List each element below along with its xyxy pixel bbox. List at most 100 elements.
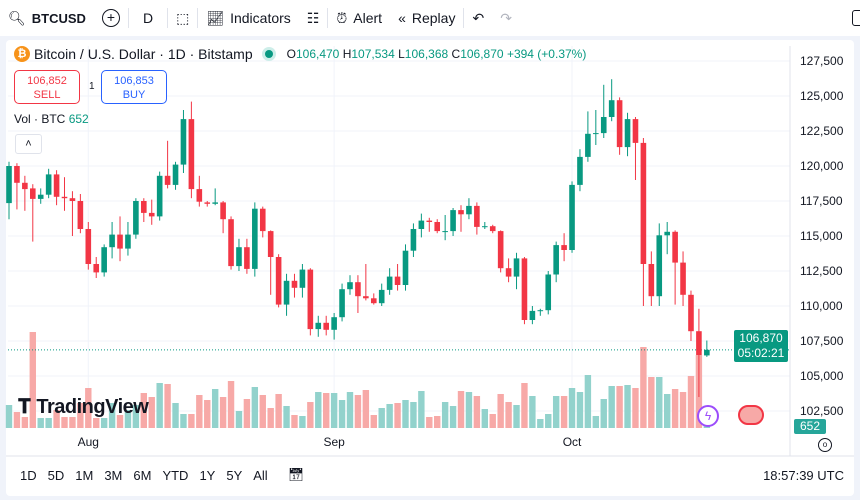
volume-bar — [85, 388, 92, 428]
time-tick-label: Sep — [323, 435, 345, 449]
clock[interactable]: 18:57:39 UTC — [763, 467, 844, 483]
volume-bar — [608, 386, 615, 428]
price-tick-label: 112,500 — [800, 264, 843, 278]
collapse-legend-button[interactable]: ˄ — [15, 134, 42, 154]
market-open-dot-icon — [264, 50, 273, 58]
ohlc-values: O106,470 H107,534 L106,368 C106,870 +394… — [286, 47, 587, 61]
layouts-button[interactable]: ☷ — [299, 0, 328, 36]
indicators-icon: 📈︎ — [206, 9, 225, 26]
interval-button[interactable]: D — [142, 10, 154, 26]
volume-bar — [140, 393, 148, 428]
volume-bar — [465, 392, 473, 428]
candle-body — [450, 210, 456, 232]
range-5d[interactable]: 5D — [47, 467, 65, 483]
date-range-calendar-icon[interactable]: 📅︎ — [287, 467, 305, 482]
symbol-search[interactable]: 🔍︎ BTCUSD — [8, 9, 86, 26]
range-5y[interactable]: 5Y — [226, 467, 243, 483]
volume-bar — [576, 392, 584, 428]
candle-body — [299, 269, 306, 288]
candle-body — [6, 165, 12, 204]
replay-button[interactable]: «Replay — [398, 10, 456, 26]
bitcoin-logo-icon: ₿ — [14, 46, 30, 62]
price-tick-label: 122,500 — [800, 124, 844, 138]
volume-bar — [156, 383, 163, 428]
range-ytd[interactable]: YTD — [162, 467, 189, 483]
volume-bar — [346, 392, 354, 428]
volume-bar — [656, 377, 663, 428]
range-1m[interactable]: 1M — [75, 467, 94, 483]
volume-bar — [5, 405, 13, 428]
range-1y[interactable]: 1Y — [199, 467, 216, 483]
volume-bar — [362, 390, 370, 428]
volume-bar — [418, 391, 425, 428]
candle-body — [29, 188, 36, 199]
candle-body — [125, 234, 131, 249]
volume-bar — [584, 375, 592, 428]
chart-type-button[interactable]: ⬚ — [168, 0, 197, 36]
candle-body — [370, 298, 377, 304]
candle-body — [585, 133, 591, 157]
volume-bar — [410, 402, 417, 428]
volume-bar — [53, 410, 60, 428]
divider — [127, 8, 129, 28]
candle-body — [14, 165, 20, 183]
symbol-legend: ₿ Bitcoin / U.S. Dollar · 1D · Bitstamp … — [14, 46, 586, 62]
price-tick-label: 105,000 — [800, 369, 844, 383]
candle-body — [521, 258, 528, 320]
volume-bar — [426, 417, 433, 428]
volume-bar — [315, 392, 322, 428]
candle-body — [180, 119, 187, 165]
volume-bar — [402, 400, 409, 428]
volume-bar — [219, 397, 227, 428]
candle-body — [236, 247, 242, 267]
price-tick-label: 125,000 — [800, 89, 844, 103]
volume-bar — [124, 410, 132, 428]
candle-body — [259, 208, 266, 232]
volume-bar — [505, 402, 512, 428]
us-economic-event-icon[interactable] — [738, 405, 764, 425]
alert-button[interactable]: ⏰︎ Alert — [336, 9, 383, 27]
candle-body — [331, 317, 337, 330]
candle-body — [664, 231, 670, 236]
candle-body — [529, 310, 536, 320]
volume-bar — [188, 414, 195, 428]
volume-bar — [529, 396, 536, 428]
volume-bar — [45, 418, 52, 428]
candle-body — [85, 228, 92, 264]
buy-button[interactable]: 106,853 BUY — [101, 70, 167, 104]
volume-bar — [449, 406, 457, 428]
volume-bar — [204, 400, 211, 428]
volume-bar — [307, 402, 314, 428]
volume-bar — [679, 392, 687, 428]
fullscreen-button[interactable] — [852, 10, 860, 26]
indicators-button[interactable]: 📈︎ Indicators — [206, 9, 291, 27]
candle-body — [244, 247, 250, 269]
divider — [167, 8, 169, 28]
volume-bar — [164, 384, 171, 428]
time-tick-label: Oct — [563, 435, 582, 449]
volume-bar — [671, 389, 679, 428]
range-1d[interactable]: 1D — [20, 467, 37, 483]
volume-bar — [283, 406, 290, 428]
candle-body — [45, 174, 52, 195]
range-buttons: 1D 5D 1M 3M 6M YTD 1Y 5Y All — [6, 468, 268, 483]
sell-button[interactable]: 106,852 SELL — [14, 70, 80, 104]
range-3m[interactable]: 3M — [104, 467, 123, 483]
volume-bar — [378, 408, 385, 428]
volume-bar — [61, 417, 68, 428]
volume-bar — [640, 347, 647, 428]
candle-body — [672, 231, 678, 263]
range-all[interactable]: All — [253, 467, 268, 483]
price-tick-label: 115,000 — [800, 229, 843, 243]
candle-body — [418, 220, 425, 229]
lightning-event-icon[interactable]: ϟ — [697, 405, 719, 427]
alarm-clock-icon: ⏰︎ — [336, 9, 348, 26]
compare-button[interactable]: + — [94, 0, 128, 36]
undo-button[interactable]: ↶ — [464, 0, 492, 36]
redo-button[interactable]: ↷ — [492, 0, 520, 36]
settings-gear-icon[interactable]: o — [818, 438, 832, 452]
volume-bar — [21, 417, 29, 428]
candle-body — [394, 276, 401, 285]
range-6m[interactable]: 6M — [133, 467, 152, 483]
